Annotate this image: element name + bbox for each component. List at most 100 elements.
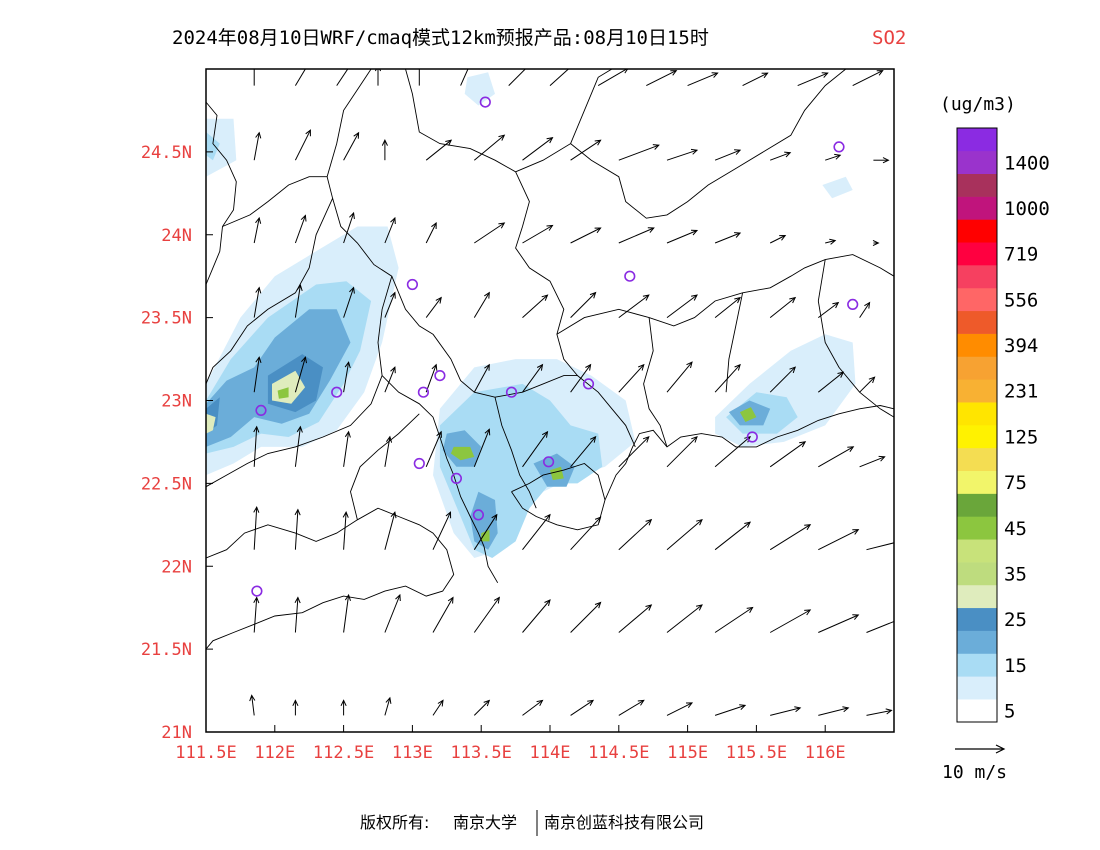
legend-label: 125 [1004, 426, 1038, 448]
wind-arrow-42 [253, 286, 262, 318]
map-title: 2024年08月10日WRF/cmaq模式12km预报产品:08月10日15时 [172, 27, 709, 49]
legend-label: 394 [1004, 335, 1038, 357]
concentration-layer [206, 72, 856, 558]
boundary-line-11 [206, 276, 393, 488]
wind-arrow-16 [343, 131, 360, 161]
color-legend: 5 15 25 35 45 75 125 231 394 556 719 1000 1400 [956, 127, 1050, 723]
concentration-area-21 [739, 407, 757, 422]
wind-arrow-79 [666, 435, 698, 468]
boundary-line-13 [381, 375, 485, 547]
wind-arrow-124 [818, 706, 850, 716]
wind-arrow-40 [825, 238, 837, 245]
wind-arrow-90 [522, 513, 551, 551]
wind-arrow-71 [294, 425, 303, 467]
wind-arrow-65 [666, 361, 693, 393]
lon-tick-label: 113.5E [450, 743, 511, 763]
legend-swatch-3 [957, 630, 997, 654]
legend-frame [956, 127, 998, 723]
legend-swatch-19 [957, 265, 997, 289]
monitoring-station-0 [479, 96, 491, 108]
wind-arrow-5 [460, 69, 472, 86]
wind-arrow-81 [769, 441, 807, 468]
wind-arrow-35 [570, 227, 602, 244]
concentration-area-22 [822, 176, 853, 199]
concentration-area-0 [206, 118, 237, 177]
concentration-area-7 [206, 413, 216, 434]
wind-arrow-14 [253, 131, 262, 161]
wind-arrow-47 [473, 291, 490, 318]
legend-swatch-18 [957, 287, 997, 312]
monitoring-station-7 [434, 370, 446, 382]
wind-arrow-97 [866, 542, 894, 551]
boundary-line-12 [432, 333, 636, 448]
lon-tick-label: 114E [530, 743, 571, 763]
legend-label: 35 [1004, 564, 1027, 586]
legend-label: 45 [1004, 518, 1027, 540]
wind-arrow-30 [343, 211, 355, 244]
wind-arrow-15 [294, 129, 311, 161]
wind-arrow-10 [687, 72, 719, 87]
wind-arrow-50 [618, 294, 650, 319]
lat-tick-label: 24N [161, 226, 192, 246]
legend-swatch-24 [957, 150, 997, 174]
monitoring-station-1 [833, 141, 845, 153]
wind-arrow-7 [549, 69, 570, 86]
wind-arrow-20 [522, 137, 554, 161]
wind-arrow-103 [473, 596, 500, 633]
legend-swatch-21 [957, 219, 997, 243]
lat-tick-label: 21.5N [141, 640, 192, 660]
boundary-line-5 [570, 69, 847, 219]
wind-arrow-87 [384, 511, 397, 550]
wind-arrow-17 [381, 139, 388, 161]
wind-arrow-28 [253, 216, 262, 244]
wind-arrow-33 [474, 222, 506, 244]
wind-arrow-55 [859, 301, 871, 318]
wind-arrow-92 [618, 518, 653, 551]
wind-arrow-31 [384, 216, 396, 244]
boundary-line-0 [206, 101, 237, 285]
legend-swatch-10 [957, 470, 997, 494]
concentration-area-18 [715, 334, 856, 447]
wind-arrow-121 [666, 702, 694, 716]
lon-tick-label: 115.5E [726, 743, 787, 763]
wind-arrow-36 [618, 227, 655, 244]
wind-arrow-86 [342, 511, 349, 550]
wind-arrow-93 [666, 518, 703, 551]
wind-arrow-89 [473, 513, 498, 550]
concentration-area-15 [450, 446, 475, 461]
lon-tick-label: 116E [805, 743, 846, 763]
boundary-layer [206, 69, 894, 650]
wind-arrow-19 [473, 134, 506, 161]
lat-tick-label: 22N [161, 557, 192, 577]
wind-arrow-54 [817, 301, 840, 319]
lat-tick-label: 21N [161, 723, 192, 743]
wind-reference-label: 10 m/s [942, 762, 1007, 783]
wind-arrow-122 [714, 704, 747, 716]
wind-arrow-44 [343, 286, 355, 318]
wind-arrow-52 [714, 296, 742, 318]
monitoring-station-4 [624, 270, 636, 282]
wind-arrow-43 [294, 283, 303, 318]
legend-label: 5 [1004, 701, 1015, 723]
legend-swatch-23 [957, 173, 997, 197]
wind-arrow-48 [522, 294, 549, 318]
wind-arrow-49 [570, 291, 597, 318]
wind-arrow-113 [292, 699, 299, 716]
boundary-line-17 [483, 546, 499, 584]
wind-arrow-110 [818, 614, 860, 633]
wind-arrow-83 [859, 455, 886, 468]
wind-arrow-74 [425, 430, 442, 467]
boundary-line-6 [556, 254, 894, 335]
concentration-area-13 [470, 491, 498, 550]
wind-arrow-68 [817, 371, 845, 393]
wind-arrow-119 [570, 699, 595, 716]
monitoring-station-3 [406, 278, 419, 291]
boundary-line-7 [643, 317, 668, 448]
legend-swatch-4 [957, 607, 997, 631]
wind-arrow-102 [432, 596, 454, 633]
legend-label: 15 [1004, 655, 1027, 677]
boundary-line-1 [222, 176, 434, 335]
wind-arrow-56 [253, 356, 262, 393]
lon-tick-label: 111.5E [175, 743, 236, 763]
wind-arrow-115 [384, 696, 392, 716]
